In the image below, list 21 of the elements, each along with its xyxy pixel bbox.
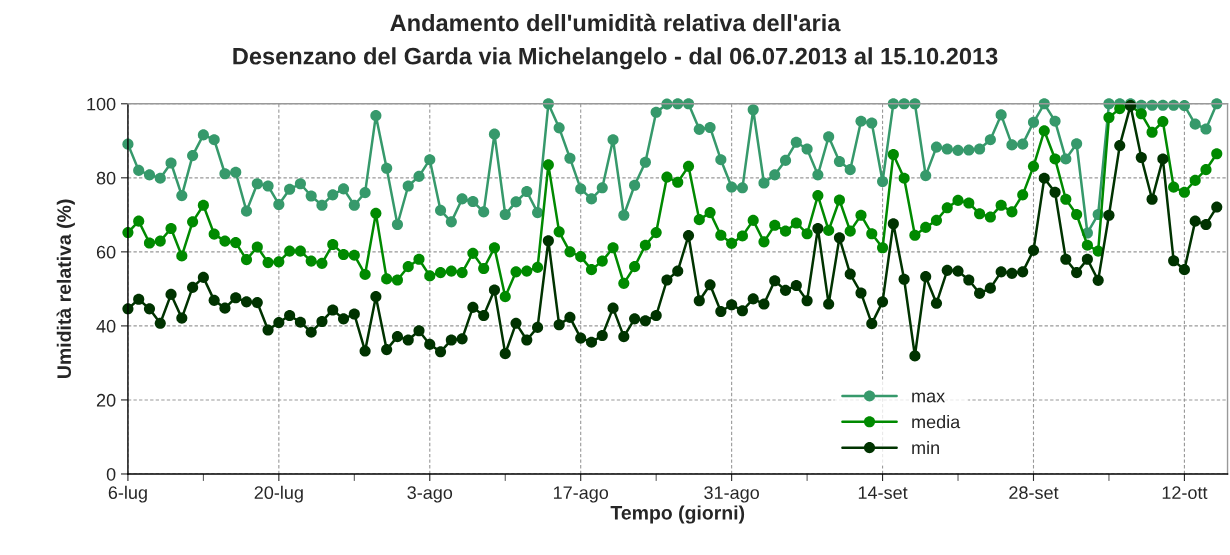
y-tick-label: 40 <box>96 319 116 333</box>
y-tick-label: 60 <box>96 245 116 259</box>
chart-title: Andamento dell'umidità relativa dell'aria <box>390 13 841 32</box>
x-tick-label: 20-lug <box>254 485 303 503</box>
x-axis-title: Tempo (giorni) <box>610 505 745 524</box>
y-tick-label: 80 <box>96 171 116 185</box>
legend-label: min <box>912 440 939 454</box>
x-tick-label: 17-ago <box>553 486 609 503</box>
y-tick-label: 100 <box>87 97 116 111</box>
y-axis-title: Umidità relativa (%) <box>56 199 75 378</box>
chart-subtitle: Desenzano del Garda via Michelangelo - dal 06.07.2013 al 15.10.2013 <box>233 47 998 70</box>
x-tick-label: 28-set <box>1009 486 1059 500</box>
x-tick-label: 6-lug <box>108 485 147 503</box>
legend-label: max <box>912 392 945 403</box>
x-tick-label: 12-ott <box>1162 486 1208 500</box>
x-tick-label: 3-ago <box>407 486 453 503</box>
x-tick-label: 14-set <box>858 486 908 500</box>
legend-label: media <box>912 415 961 429</box>
y-tick-label: 20 <box>96 393 116 407</box>
x-tick-label: 31-ago <box>704 486 759 503</box>
y-tick-label: 0 <box>106 467 116 481</box>
